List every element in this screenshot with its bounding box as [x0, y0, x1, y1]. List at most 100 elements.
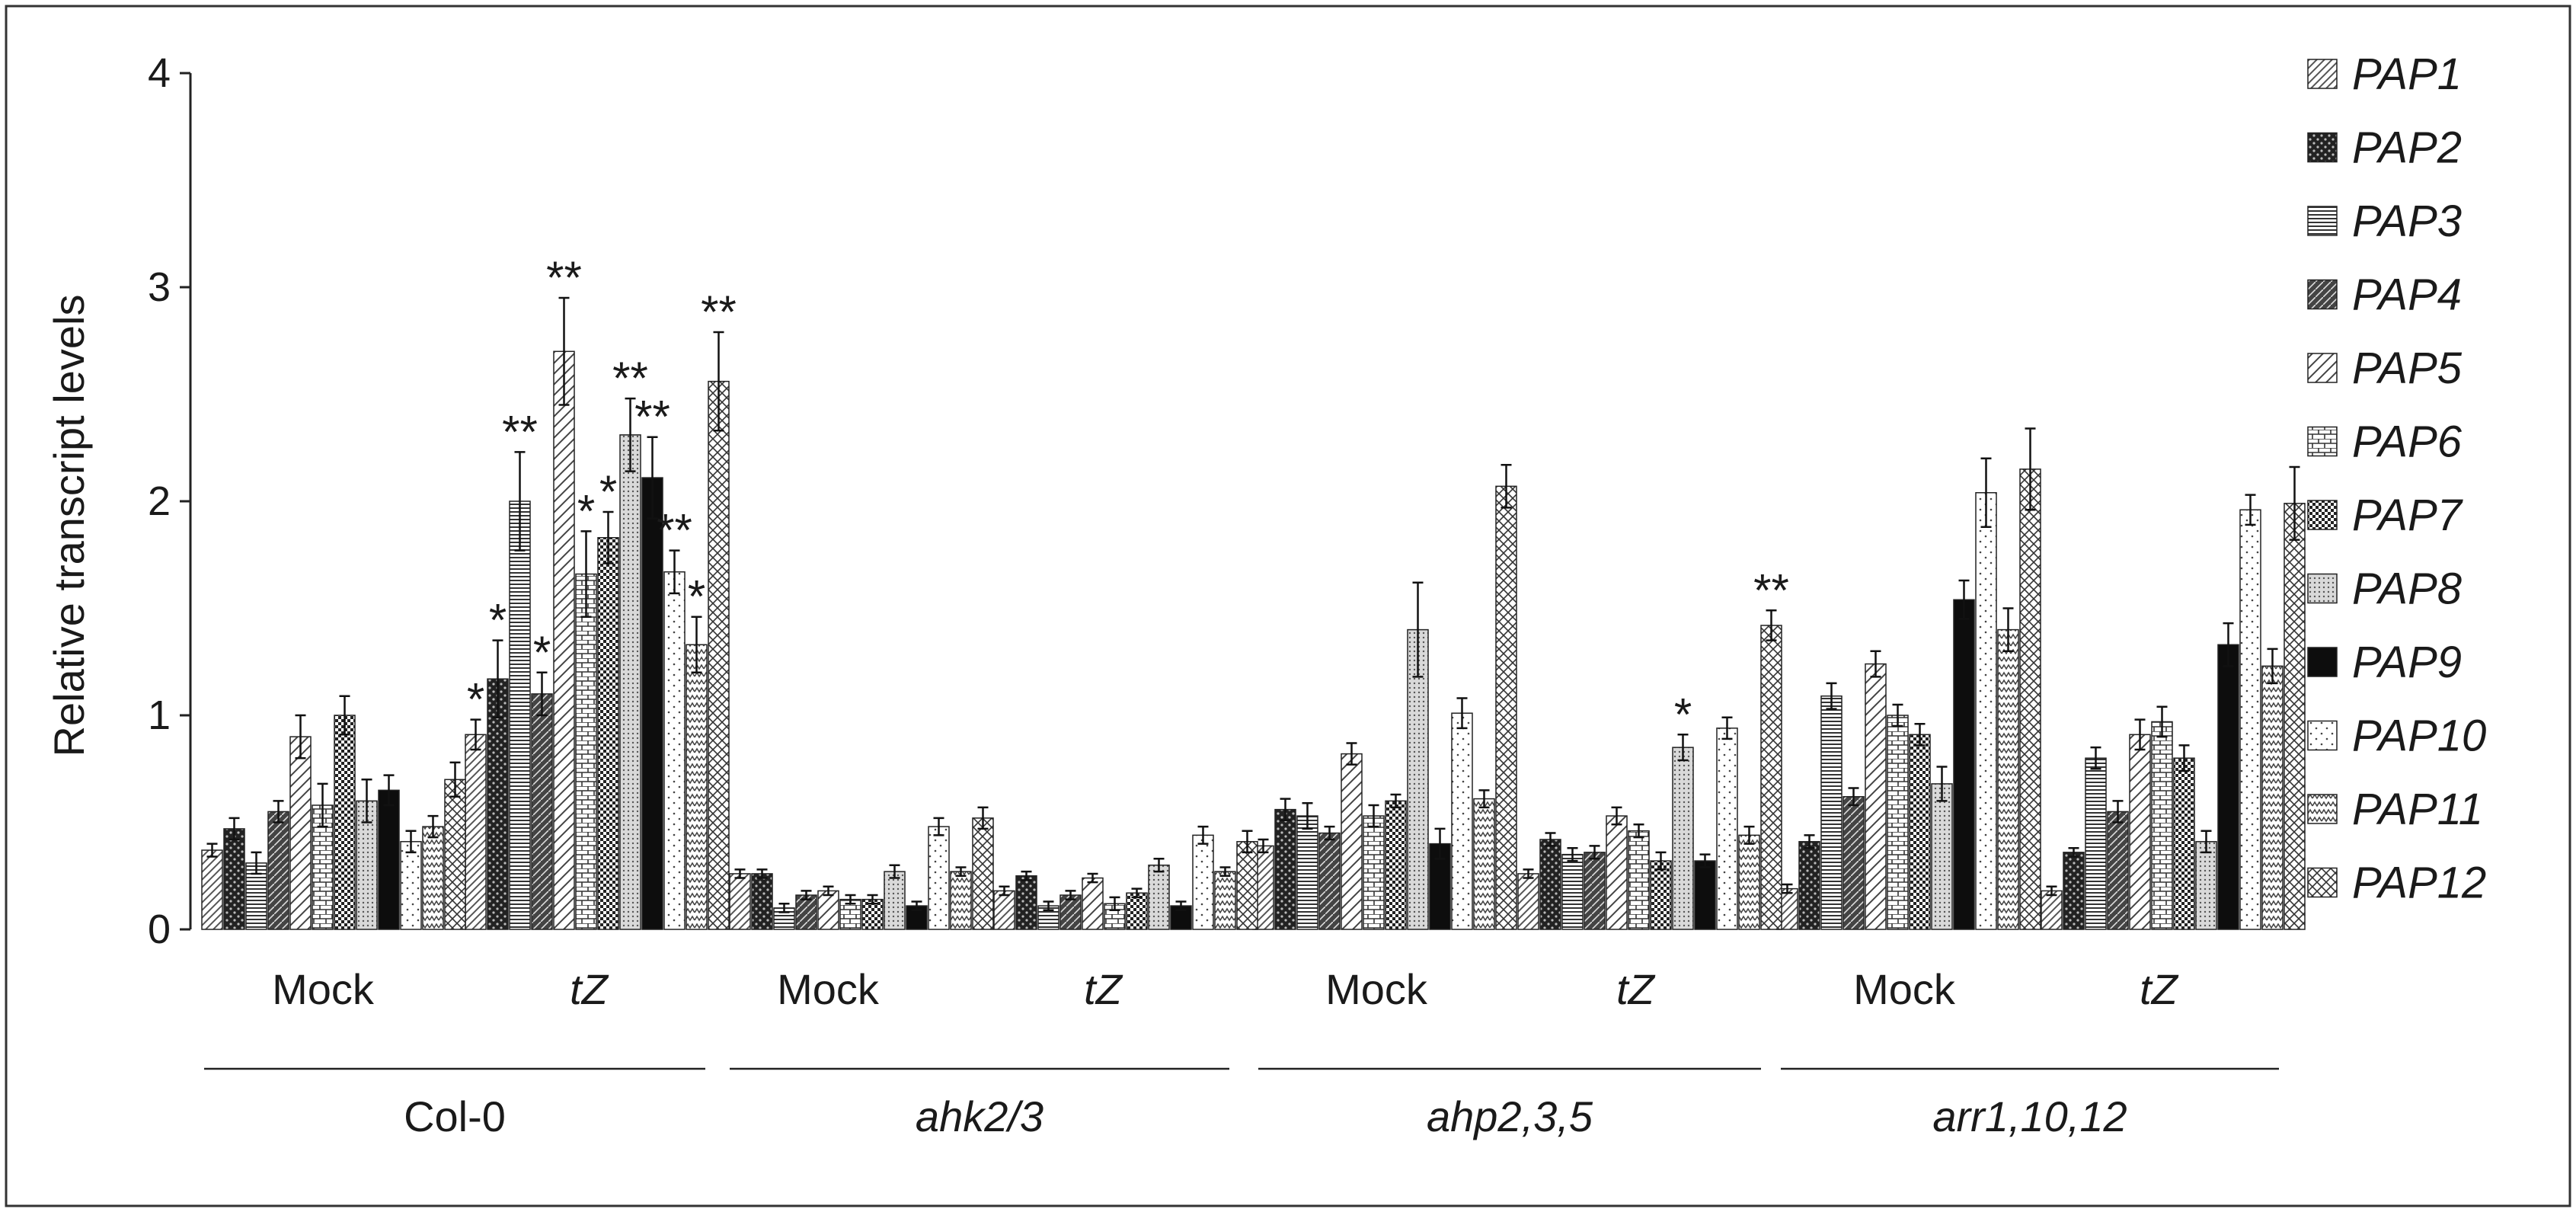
error-bar-pap9-2	[647, 436, 658, 520]
bar-pap8-7	[1931, 783, 1953, 930]
error-bar-pap4-2	[536, 671, 548, 717]
genotype-label: ahp2,3,5	[1427, 1092, 1593, 1140]
error-bar-pap7-5	[1390, 793, 1401, 809]
bar-pap4-4	[1059, 894, 1082, 930]
error-bar-pap1-5	[1258, 838, 1269, 854]
significance-mark: *	[467, 674, 484, 725]
bar-pap10-5	[1451, 712, 1473, 930]
error-bar-pap3-8	[2090, 746, 2101, 770]
error-bar-pap11-1	[427, 814, 439, 839]
bar-pap4-5	[1318, 832, 1341, 930]
error-bar-pap10-2	[669, 549, 680, 595]
error-bar-pap1-3	[734, 868, 746, 879]
error-bar-pap6-5	[1368, 804, 1379, 828]
error-bar-pap5-7	[1870, 650, 1881, 678]
bar-pap2-4	[1015, 875, 1037, 930]
error-bar-pap1-6	[1523, 868, 1534, 879]
bar-pap2-6	[1539, 839, 1561, 930]
error-bar-pap5-3	[823, 885, 834, 897]
bar-pap5-3	[817, 890, 839, 930]
error-bar-pap2-6	[1545, 832, 1556, 847]
y-axis-label: Relative transcript levels	[45, 295, 93, 757]
error-bar-pap4-7	[1848, 787, 1859, 807]
bar-pap4-6	[1584, 852, 1606, 930]
bar-pap12-3	[972, 817, 994, 930]
bar-pap6-7	[1887, 715, 1909, 930]
legend-swatch-pap9	[2307, 647, 2338, 677]
error-bar-pap11-3	[955, 866, 967, 877]
bar-pap3-5	[1296, 815, 1318, 930]
bar-pap5-4	[1082, 877, 1104, 930]
error-bar-pap10-6	[1721, 716, 1733, 740]
bar-pap12-6	[1760, 625, 1782, 930]
error-bar-pap6-8	[2156, 705, 2168, 738]
bar-pap1-8	[2041, 890, 2063, 930]
bar-pap8-3	[884, 871, 906, 930]
bar-pap2-2	[487, 678, 509, 930]
bar-pap2-8	[2063, 852, 2085, 930]
legend-label-pap7: PAP7	[2352, 491, 2464, 540]
bar-pap4-7	[1843, 796, 1865, 930]
error-bar-pap5-8	[2134, 718, 2146, 751]
error-bar-pap12-6	[1766, 609, 1777, 641]
bar-pap11-5	[1473, 798, 1495, 930]
error-bar-pap11-8	[2267, 648, 2278, 685]
significance-mark: *	[599, 466, 617, 517]
bar-pap12-1	[444, 779, 466, 930]
bar-pap10-7	[1975, 492, 1997, 930]
bar-pap12-5	[1495, 485, 1517, 930]
bar-pap11-2	[686, 644, 708, 930]
legend-swatch-pap10	[2307, 720, 2338, 751]
bar-pap3-2	[509, 500, 531, 930]
error-bar-pap6-2	[580, 530, 592, 618]
bar-pap4-3	[795, 894, 817, 930]
error-bar-pap7-7	[1914, 722, 1926, 747]
error-bar-pap4-6	[1589, 845, 1600, 860]
bar-pap12-8	[2284, 503, 2306, 930]
error-bar-pap7-2	[602, 510, 614, 564]
bar-pap5-7	[1865, 663, 1887, 930]
y-tick-label: 3	[148, 264, 171, 310]
legend-swatch-pap2	[2307, 132, 2338, 163]
legend-label-pap2: PAP2	[2352, 123, 2462, 173]
error-bar-pap12-1	[449, 761, 461, 798]
error-bar-pap8-3	[889, 864, 900, 879]
bar-pap1-2	[465, 734, 487, 930]
bar-pap11-6	[1738, 834, 1760, 930]
bar-pap10-2	[663, 571, 686, 930]
bar-pap10-4	[1192, 834, 1214, 930]
bar-pap6-8	[2151, 721, 2173, 930]
error-bar-pap3-6	[1567, 846, 1578, 862]
legend-swatch-pap12	[2307, 867, 2338, 898]
error-bar-pap5-2	[558, 296, 570, 406]
error-bar-pap5-1	[295, 714, 306, 759]
bar-pap11-1	[422, 826, 444, 930]
bar-pap7-8	[2173, 757, 2195, 930]
bar-pap9-2	[641, 477, 663, 930]
error-bar-pap7-6	[1655, 851, 1667, 871]
error-bar-pap3-2	[514, 451, 526, 552]
bar-pap6-6	[1628, 830, 1650, 930]
error-bar-pap4-3	[801, 890, 812, 900]
error-bar-pap12-8	[2289, 465, 2300, 541]
legend-label-pap8: PAP8	[2352, 564, 2462, 614]
bar-pap5-6	[1606, 815, 1628, 930]
bar-pap8-8	[2195, 841, 2217, 930]
error-bar-pap1-7	[1782, 883, 1793, 894]
error-bar-pap1-2	[470, 718, 481, 751]
treatment-label: tZ	[1616, 965, 1656, 1013]
legend-swatch-pap3	[2307, 206, 2338, 236]
treatment-label: tZ	[570, 965, 609, 1013]
error-bar-pap6-1	[317, 782, 328, 828]
error-bar-pap5-6	[1611, 806, 1622, 826]
bar-pap2-3	[751, 873, 773, 930]
bar-pap8-2	[619, 434, 641, 930]
error-bar-pap3-4	[1043, 900, 1054, 911]
y-tick-label: 1	[148, 692, 171, 738]
error-bar-pap4-5	[1324, 825, 1335, 841]
error-bar-pap7-1	[339, 695, 350, 736]
treatment-label: Mock	[1325, 965, 1428, 1013]
bar-pap4-8	[2107, 811, 2129, 930]
bar-pap9-7	[1953, 599, 1975, 930]
